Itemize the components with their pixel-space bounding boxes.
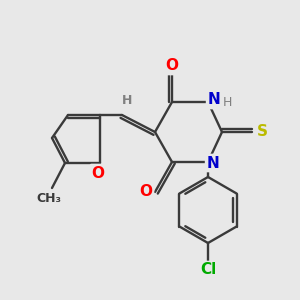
Text: O: O: [166, 58, 178, 74]
Text: H: H: [122, 94, 132, 107]
Text: O: O: [140, 184, 152, 200]
Text: H: H: [222, 97, 232, 110]
Text: S: S: [256, 124, 268, 140]
Text: N: N: [207, 155, 219, 170]
Text: Cl: Cl: [200, 262, 216, 278]
Text: O: O: [92, 166, 104, 181]
Text: CH₃: CH₃: [37, 191, 62, 205]
Text: N: N: [208, 92, 220, 107]
